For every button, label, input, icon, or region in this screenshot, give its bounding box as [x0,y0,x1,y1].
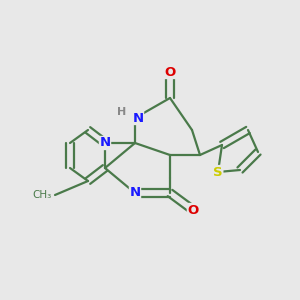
Text: N: N [129,187,141,200]
Text: O: O [164,65,175,79]
Text: N: N [99,136,111,149]
Text: H: H [117,107,126,117]
Text: N: N [132,112,144,124]
Text: S: S [213,166,223,178]
Text: CH₃: CH₃ [33,190,52,200]
Text: O: O [188,203,199,217]
